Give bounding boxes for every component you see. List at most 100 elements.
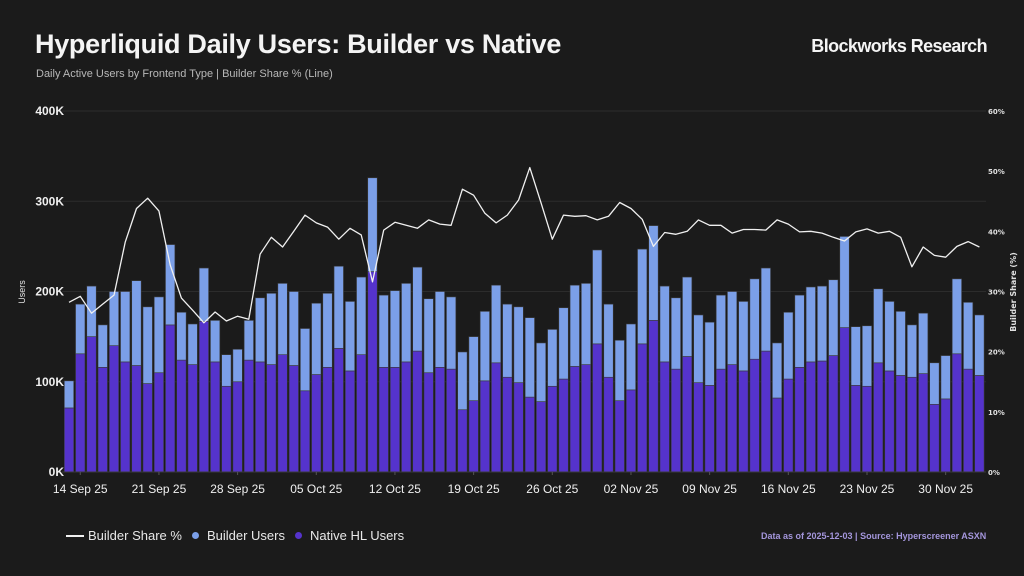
- y2-tick-label: 10%: [988, 409, 1005, 417]
- native-bar: [569, 366, 580, 473]
- x-tick-label: 12 Oct 25: [369, 482, 421, 496]
- native-bar: [378, 367, 389, 473]
- native-bar: [772, 397, 783, 473]
- native-bar: [558, 378, 569, 473]
- native-bar: [513, 382, 524, 473]
- native-bar: [670, 368, 681, 473]
- builder-bar: [603, 303, 614, 378]
- y-tick-label: 400K: [35, 104, 64, 118]
- y2-tick-label: 40%: [988, 228, 1005, 236]
- builder-bar: [884, 301, 895, 372]
- native-bar: [614, 400, 625, 473]
- native-bar: [412, 350, 423, 473]
- native-bar: [929, 404, 940, 473]
- native-bar: [884, 370, 895, 473]
- dot-swatch-icon: [294, 532, 302, 539]
- native-bar: [850, 385, 861, 473]
- native-bar: [232, 381, 243, 473]
- builder-bar: [805, 286, 816, 363]
- builder-bar: [412, 266, 423, 352]
- native-bar: [760, 350, 771, 473]
- chart-subtitle: Daily Active Users by Frontend Type | Bu…: [36, 68, 333, 80]
- builder-bar: [389, 290, 400, 368]
- builder-bar: [704, 321, 715, 386]
- native-bar: [120, 361, 131, 473]
- x-tick-label: 14 Sep 25: [53, 482, 108, 496]
- y-tick-label: 100K: [35, 375, 64, 389]
- builder-share-line: [68, 166, 980, 324]
- builder-bar: [625, 323, 636, 391]
- y2-tick-label: 60%: [988, 108, 1005, 116]
- builder-bar: [839, 236, 850, 328]
- legend-item-builder[interactable]: Builder Users: [191, 528, 285, 543]
- builder-bar: [210, 320, 221, 363]
- builder-bar: [569, 284, 580, 367]
- native-bar: [423, 372, 434, 473]
- builder-bar: [648, 225, 659, 321]
- native-bar: [895, 375, 906, 473]
- builder-bar: [367, 177, 378, 272]
- legend: Builder Share % Builder Users Native HL …: [66, 528, 414, 543]
- builder-bar: [637, 248, 648, 345]
- native-bar: [311, 374, 322, 473]
- native-bar: [648, 320, 659, 473]
- native-bar: [817, 360, 828, 473]
- native-bar: [536, 401, 547, 473]
- builder-bar: [895, 311, 906, 376]
- native-bar: [243, 359, 254, 473]
- native-bar: [131, 365, 142, 473]
- x-tick-label: 26 Oct 25: [526, 482, 578, 496]
- builder-bar: [165, 244, 176, 326]
- native-bar: [221, 385, 232, 473]
- native-bar: [963, 368, 974, 473]
- native-bar: [344, 370, 356, 473]
- builder-bar: [75, 303, 86, 355]
- native-bar: [783, 378, 794, 473]
- builder-bar: [243, 320, 254, 361]
- builder-bar: [906, 324, 917, 378]
- native-bar: [873, 362, 884, 473]
- axes: 0K 100K 200K 300K 400K 0% 10% 20% 30% 40% 50% 60% Us…: [17, 104, 1018, 496]
- native-bar: [727, 364, 738, 473]
- legend-item-native[interactable]: Native HL Users: [294, 528, 405, 543]
- builder-bar: [288, 291, 299, 366]
- legend-item-share[interactable]: Builder Share %: [66, 528, 182, 543]
- builder-bar: [97, 324, 108, 368]
- native-bar: [63, 407, 75, 473]
- builder-bar: [715, 294, 726, 370]
- native-bar: [805, 361, 816, 473]
- native-bar: [592, 343, 603, 473]
- builder-bar: [176, 311, 187, 361]
- native-bar: [266, 364, 277, 473]
- builder-bar: [221, 354, 232, 387]
- native-bar: [603, 376, 614, 473]
- y-axis-label: Users: [17, 280, 27, 304]
- x-tick-label: 02 Nov 25: [604, 482, 659, 496]
- native-bar: [187, 364, 198, 473]
- native-bar: [446, 368, 457, 473]
- x-tick-label: 28 Sep 25: [210, 482, 265, 496]
- builder-bar: [659, 285, 670, 363]
- native-bar: [659, 361, 670, 473]
- share-line-layer: [68, 166, 980, 324]
- builder-bar: [783, 311, 794, 380]
- builder-bar: [727, 291, 738, 365]
- native-bar: [861, 385, 873, 473]
- builder-bar: [401, 283, 412, 363]
- builder-bar: [153, 296, 164, 374]
- builder-bar: [491, 284, 502, 364]
- native-bar: [547, 385, 558, 473]
- builder-bar: [333, 265, 344, 349]
- legend-label: Native HL Users: [309, 528, 405, 543]
- native-bar: [367, 271, 378, 473]
- native-bar: [389, 367, 400, 473]
- dot-swatch-icon: [191, 532, 199, 539]
- native-bar: [356, 354, 367, 473]
- native-bar: [704, 385, 715, 473]
- legend-label: Builder Share %: [88, 528, 182, 543]
- builder-bar: [828, 279, 839, 356]
- builder-bar: [558, 307, 569, 380]
- native-bar: [288, 365, 299, 473]
- native-bar: [828, 355, 839, 473]
- builder-bar: [873, 288, 884, 364]
